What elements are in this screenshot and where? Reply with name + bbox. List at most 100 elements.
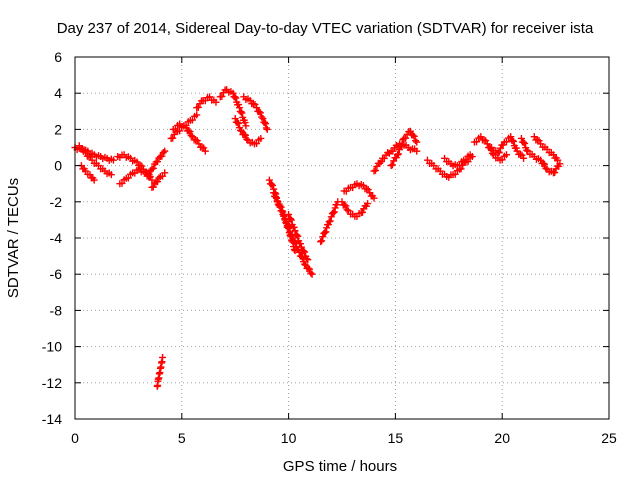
data-point-fill: [198, 143, 206, 151]
data-point-fill: [521, 139, 529, 147]
series-sat-j: [169, 120, 209, 155]
data-point-fill: [540, 160, 548, 168]
data-point-fill: [155, 174, 163, 182]
data-point-fill: [279, 208, 287, 216]
data-point-fill: [395, 146, 403, 154]
series-sat-ab: [530, 133, 562, 164]
data-point: [304, 256, 312, 264]
data-point: [263, 125, 271, 133]
data-point-fill: [306, 265, 314, 273]
data-point-fill: [482, 137, 490, 145]
data-point: [513, 147, 521, 155]
series-sat-w: [423, 153, 476, 181]
y-tick-label: -6: [50, 266, 63, 282]
data-point-fill: [231, 93, 239, 101]
data-point: [212, 98, 220, 106]
data-point-fill: [118, 179, 126, 187]
data-point-fill: [293, 231, 301, 239]
series-sat-aa: [517, 134, 564, 177]
series-sat-z: [488, 133, 528, 162]
data-point-fill: [411, 137, 419, 145]
data-point: [297, 243, 305, 251]
data-point: [193, 111, 201, 119]
data-point: [502, 151, 510, 159]
data-point-fill: [542, 164, 550, 172]
data-point-fill: [394, 150, 402, 158]
data-point-fill: [319, 233, 327, 241]
series-sat-g: [148, 169, 169, 191]
data-point: [517, 134, 525, 142]
data-point-fill: [457, 165, 465, 173]
data-point-fill: [301, 260, 309, 268]
data-point-fill: [287, 216, 295, 224]
data-point: [308, 270, 316, 278]
y-tick-label: -2: [50, 194, 63, 210]
data-point-fill: [341, 201, 349, 209]
data-point-fill: [194, 103, 202, 111]
data-point-fill: [533, 136, 541, 144]
data-point-fill: [124, 174, 132, 182]
data-point-fill: [495, 148, 503, 156]
data-point-fill: [512, 144, 520, 152]
data-point-fill: [218, 92, 226, 100]
y-tick-label: 6: [54, 49, 62, 65]
data-point-fill: [398, 140, 406, 148]
data-point: [148, 165, 156, 173]
data-point-fill: [85, 152, 93, 160]
data-point: [109, 156, 117, 164]
data-point-fill: [342, 202, 350, 210]
data-point: [530, 133, 538, 141]
data-point-fill: [193, 137, 201, 145]
data-point-fill: [523, 146, 531, 154]
data-point: [556, 160, 564, 168]
data-point: [235, 104, 243, 112]
chart-title: Day 237 of 2014, Sidereal Day-to-day VTE…: [57, 20, 594, 37]
y-axis-label: SDTVAR / TECUs: [5, 178, 22, 298]
data-point: [257, 134, 265, 142]
series-sat-c: [77, 162, 98, 184]
data-point: [364, 200, 372, 208]
data-point-fill: [363, 185, 371, 193]
data-point: [370, 194, 378, 202]
data-point-fill: [269, 181, 277, 189]
y-tick-label: 4: [54, 85, 62, 101]
data-point: [359, 182, 367, 190]
series-sat-k: [193, 93, 220, 112]
data-point-fill: [241, 131, 249, 139]
data-point: [507, 133, 515, 141]
grid: [75, 57, 609, 419]
data-point: [246, 96, 254, 104]
data-point-fill: [307, 269, 315, 277]
x-tick-label: 20: [494, 430, 510, 446]
data-point-fill: [502, 138, 510, 146]
data-point: [259, 115, 267, 123]
data-point-fill: [251, 100, 259, 108]
data-point-fill: [410, 132, 418, 140]
data-point: [231, 115, 239, 123]
series-sat-r: [317, 198, 342, 246]
data-point-fill: [551, 169, 559, 177]
data-point: [242, 122, 250, 130]
series-sat-t: [340, 180, 378, 202]
data-point-fill: [322, 228, 330, 236]
data-point-fill: [258, 113, 266, 121]
data-point-fill: [371, 166, 379, 174]
data-point-fill: [268, 180, 276, 188]
data-point-fill: [169, 134, 177, 142]
data-point-fill: [284, 222, 292, 230]
series-sat-m: [231, 115, 265, 148]
data-point: [317, 238, 325, 246]
data-point-fill: [272, 194, 280, 202]
data-point: [554, 156, 562, 164]
data-point-fill: [509, 137, 517, 145]
x-tick-label: 5: [178, 430, 186, 446]
data-point-fill: [520, 138, 528, 146]
data-point-fill: [149, 183, 157, 191]
data-point-fill: [304, 264, 312, 272]
data-point-fill: [518, 151, 526, 159]
data-point-fill: [256, 109, 264, 117]
data-point-fill: [187, 132, 195, 140]
data-point-fill: [275, 200, 283, 208]
data-point-fill: [535, 137, 543, 145]
data-point-fill: [261, 119, 269, 127]
